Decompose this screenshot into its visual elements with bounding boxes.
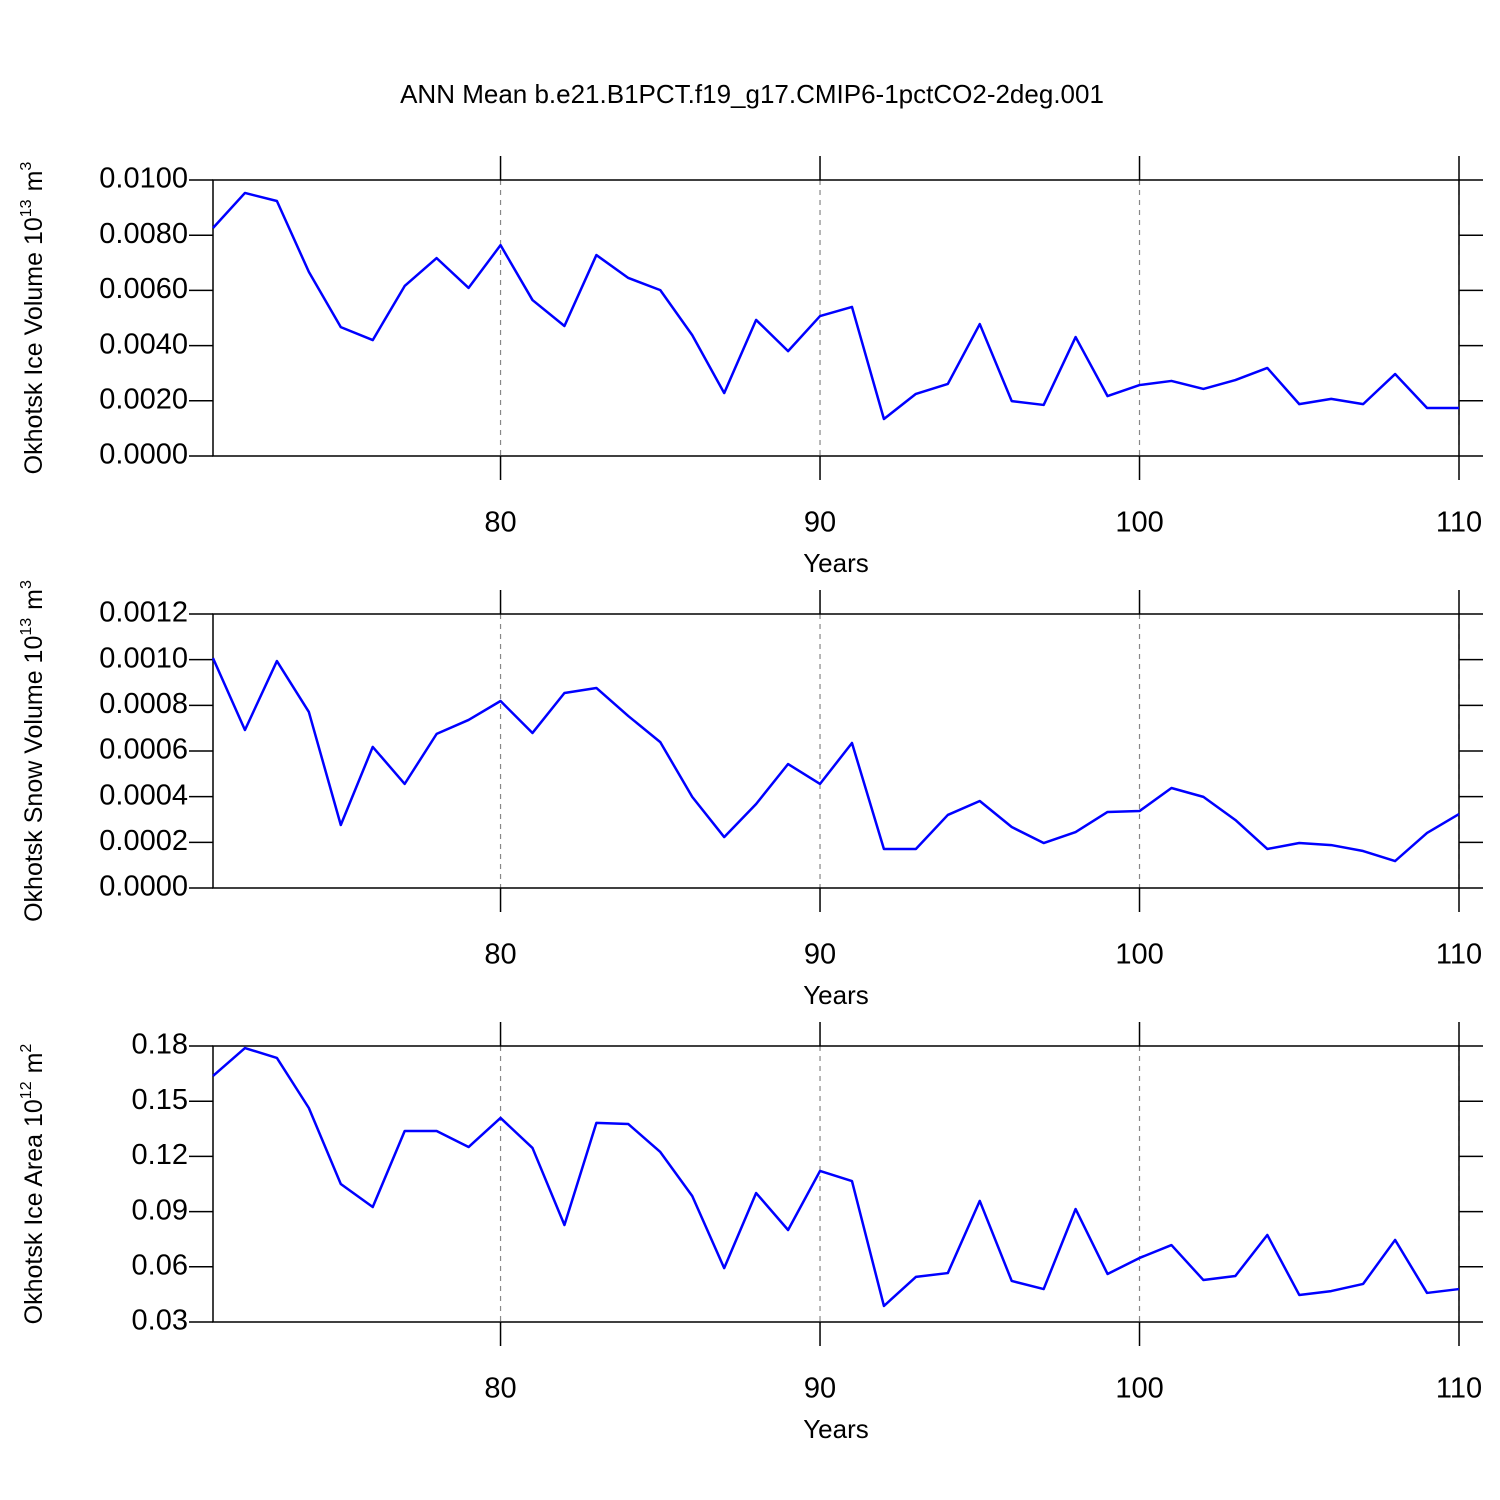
y-axis-label-exponent: 3 xyxy=(18,580,35,589)
y-tick-label: 0.09 xyxy=(132,1194,188,1226)
x-tick-label: 100 xyxy=(1115,507,1163,539)
y-axis-label-part: m xyxy=(20,1053,48,1074)
x-tick-label: 80 xyxy=(484,507,516,539)
y-axis-label-part: Okhotsk Ice Volume 10 xyxy=(20,217,48,474)
y-axis-label-part: Okhotsk Snow Volume 10 xyxy=(20,636,48,922)
y-tick-label: 0.0000 xyxy=(99,439,188,471)
y-tick-label: 0.12 xyxy=(132,1139,188,1171)
y-tick-label: 0.03 xyxy=(132,1305,188,1337)
y-tick-label: 0.0002 xyxy=(99,825,188,857)
x-tick-label: 80 xyxy=(484,939,516,971)
y-tick-label: 0.0006 xyxy=(99,734,188,766)
y-axis-label-part: m xyxy=(20,171,48,192)
data-line xyxy=(211,657,1460,863)
y-tick-label: 0.18 xyxy=(132,1029,188,1061)
y-tick-label: 0.15 xyxy=(132,1084,188,1116)
plot-frame xyxy=(212,179,1460,457)
y-tick-label: 0.0008 xyxy=(99,688,188,720)
y-axis-label-exponent: 2 xyxy=(18,1044,35,1053)
y-tick-label: 0.0012 xyxy=(99,597,188,629)
x-tick-label: 90 xyxy=(804,507,836,539)
y-axis-label-exponent: 13 xyxy=(18,199,35,217)
x-tick-label: 110 xyxy=(1436,939,1482,971)
y-axis-label: Okhotsk Ice Volume 1013 m3 xyxy=(18,162,48,475)
y-tick-label: 0.0004 xyxy=(99,779,188,811)
x-axis-label: Years xyxy=(803,548,869,578)
y-tick-label: 0.0100 xyxy=(99,163,188,195)
x-tick-label: 100 xyxy=(1115,939,1163,971)
plot-frame xyxy=(212,613,1460,889)
data-line xyxy=(212,191,1459,421)
y-tick-label: 0.0010 xyxy=(99,642,188,674)
x-axis-label: Years xyxy=(803,980,869,1010)
y-axis-label: Okhotsk Ice Area 1012 m2 xyxy=(18,1044,48,1325)
y-axis-label-exponent: 12 xyxy=(18,1081,35,1099)
y-axis-label: Okhotsk Snow Volume 1013 m3 xyxy=(18,580,48,922)
y-tick-label: 0.0080 xyxy=(99,218,188,250)
x-tick-label: 90 xyxy=(804,1373,836,1405)
x-tick-label: 90 xyxy=(804,939,836,971)
x-tick-label: 80 xyxy=(484,1373,516,1405)
y-axis-label-part: Okhotsk Ice Area 10 xyxy=(20,1099,48,1324)
y-tick-label: 0.0060 xyxy=(99,273,188,305)
x-tick-label: 110 xyxy=(1436,1373,1482,1405)
plot-frame xyxy=(212,1045,1460,1323)
x-axis-label: Years xyxy=(803,1414,869,1444)
y-axis-label-exponent: 3 xyxy=(18,162,35,171)
x-tick-label: 110 xyxy=(1436,507,1482,539)
figure-title: ANN Mean b.e21.B1PCT.f19_g17.CMIP6-1pctC… xyxy=(400,79,1104,109)
y-axis-label-exponent: 13 xyxy=(18,618,35,636)
x-tick-label: 100 xyxy=(1115,1373,1163,1405)
y-tick-label: 0.06 xyxy=(132,1249,188,1281)
y-axis-label-part: m xyxy=(20,589,48,610)
data-line xyxy=(212,1046,1460,1308)
y-tick-label: 0.0020 xyxy=(99,383,188,415)
y-tick-label: 0.0000 xyxy=(99,871,188,903)
y-tick-label: 0.0040 xyxy=(99,328,188,360)
